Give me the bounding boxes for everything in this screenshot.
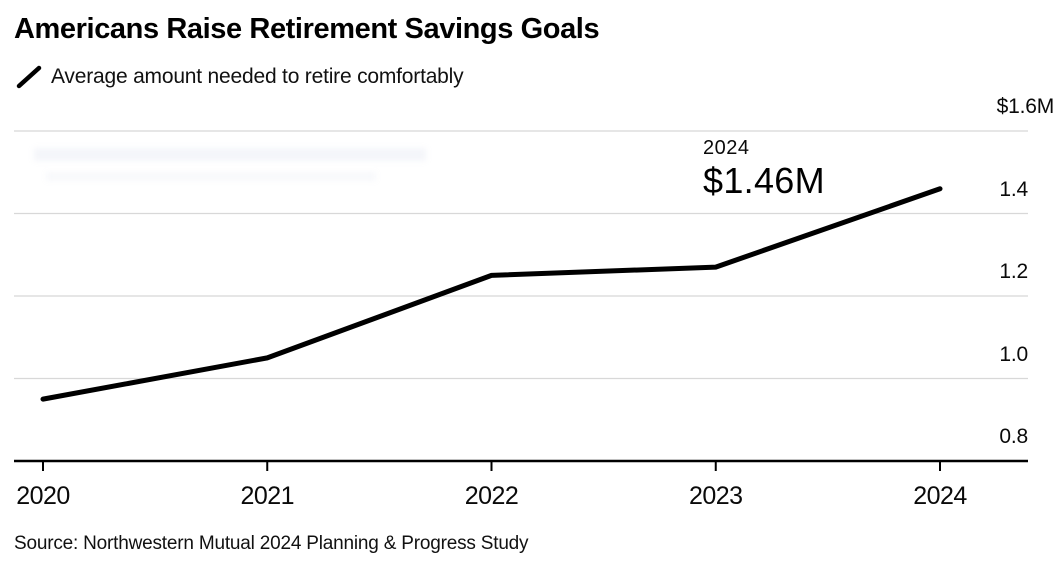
data-line	[40, 186, 943, 402]
y-axis-label: 1.2	[999, 260, 1028, 283]
x-axis-label: 2023	[688, 482, 743, 510]
x-axis-label: 2022	[464, 482, 519, 510]
annotation-value: $1.46M	[703, 160, 825, 201]
legend: Average amount needed to retire comforta…	[16, 63, 464, 91]
x-axis-label: 2020	[16, 482, 70, 510]
annotation-year: 2024	[703, 137, 750, 159]
x-axis-label: 2021	[240, 482, 295, 510]
chart-subtitle: Average amount needed to retire comforta…	[51, 65, 464, 88]
y-axis-label: 1.4	[999, 177, 1028, 201]
y-axis-label: 0.8	[999, 425, 1028, 448]
last-point-annotation: 2024 $1.46M	[703, 137, 825, 200]
chart-title: Americans Raise Retirement Savings Goals	[14, 13, 600, 45]
x-axis-label: 2024	[913, 482, 967, 510]
y-axis-label: 1.0	[999, 342, 1028, 366]
source-note: Source: Northwestern Mutual 2024 Plannin…	[14, 533, 529, 554]
line-series-legend-icon	[16, 65, 42, 88]
y-axis-label: $1.6M	[996, 95, 1055, 118]
